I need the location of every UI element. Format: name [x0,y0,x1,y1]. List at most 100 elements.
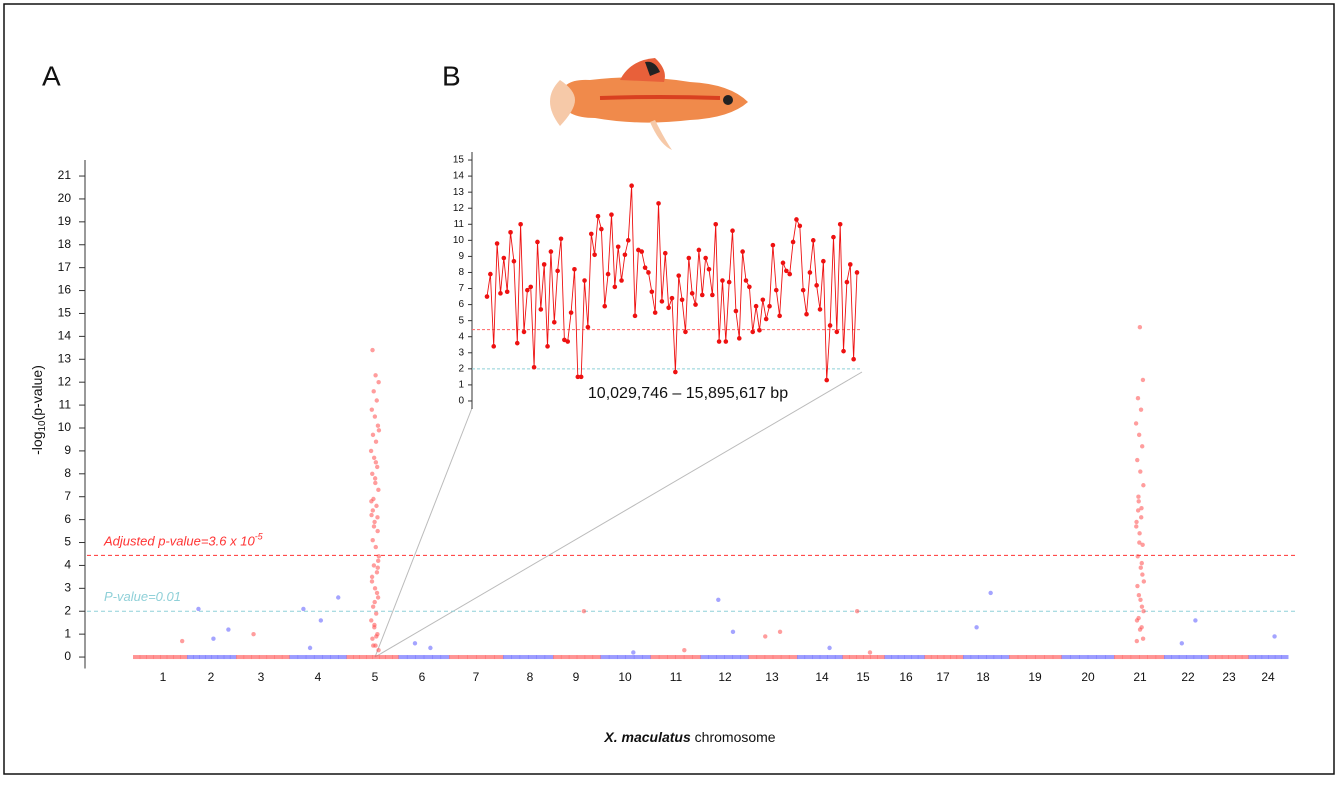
inset-point [760,297,766,303]
inset-point [575,374,581,380]
point [1136,494,1141,499]
point [211,655,219,660]
point [180,655,188,660]
x-tick-label: 18 [976,670,990,684]
point [1070,655,1080,660]
panel-label: A [42,60,61,91]
inset-y-tick-label: 10 [453,235,465,246]
point [217,655,225,660]
y-axis-title: -log10(p-value) [29,365,48,455]
inset-point [588,231,594,237]
y-tick-label: 4 [64,558,71,572]
point [266,655,275,660]
point [1141,579,1147,584]
point [371,455,377,460]
inset-point [821,258,826,264]
point [682,647,687,653]
point [173,655,181,660]
inset-point [541,262,547,267]
inset-point [605,271,611,277]
point [1096,655,1106,660]
inset-point [528,284,534,290]
point [1130,655,1140,660]
point [336,595,341,600]
point [392,655,399,660]
y-tick-label: 21 [58,168,72,182]
y-tick-label: 20 [58,191,72,205]
point [943,655,951,660]
inset-point [790,239,796,245]
point [370,347,375,353]
inset-y-tick-label: 3 [458,347,464,358]
inset-point [827,323,833,328]
point [369,579,375,584]
point [139,655,147,660]
point [1136,432,1142,438]
inset-point [720,278,725,283]
y-tick-label: 17 [58,260,72,274]
point [374,634,379,639]
inset-point [511,258,517,264]
inset-point [501,255,507,261]
inset-point [797,223,803,229]
inset-y-tick-label: 13 [453,187,465,198]
point [600,655,610,660]
point [970,655,979,660]
point [1134,618,1140,623]
point [788,655,798,660]
y-tick-label: 9 [64,443,71,457]
x-tick-label: 14 [815,670,829,684]
point [917,655,925,660]
point [708,655,717,660]
point [375,595,381,600]
inset-point [538,307,544,312]
point [1052,655,1062,660]
inset-point [673,369,678,375]
point [1241,655,1249,660]
point [675,655,685,660]
point [1141,609,1146,614]
inset-point [844,279,850,285]
point [374,590,380,596]
inset-point [851,356,856,362]
point [428,645,433,651]
point [370,636,375,641]
inset-point [578,374,584,380]
point [544,655,554,660]
inset-point [733,308,739,314]
y-tick-label: 3 [64,581,71,595]
x-tick-label: 13 [765,670,779,684]
point [780,655,790,660]
inset-point [689,291,695,296]
inset-point [777,313,782,319]
point [372,655,380,660]
point [370,432,376,438]
point [986,655,995,660]
point [950,655,958,660]
inset-point [753,303,759,309]
point [1179,641,1185,646]
point [372,476,378,481]
inset-point [716,339,722,344]
point [1147,655,1157,660]
y-axis-title-part: (p-value) [29,365,45,420]
point [1272,634,1277,639]
point [1009,655,1019,660]
point [372,622,377,628]
threshold-label: Adjusted p-value=3.6 x 10-5 [103,532,264,549]
inset-point [807,270,813,275]
inset-y-tick-label: 1 [458,380,464,391]
point [1134,524,1139,529]
point [193,655,200,660]
inset-point [595,213,601,219]
y-axis-title-sub: 10 [37,420,48,432]
inset-point [602,303,608,309]
inset-point [625,238,631,243]
point [724,655,733,660]
point [740,655,749,660]
inset-point [615,244,621,250]
inset-y-tick-label: 6 [458,299,464,310]
inset-point [710,292,715,298]
inset-point [730,228,735,234]
point [375,423,381,428]
